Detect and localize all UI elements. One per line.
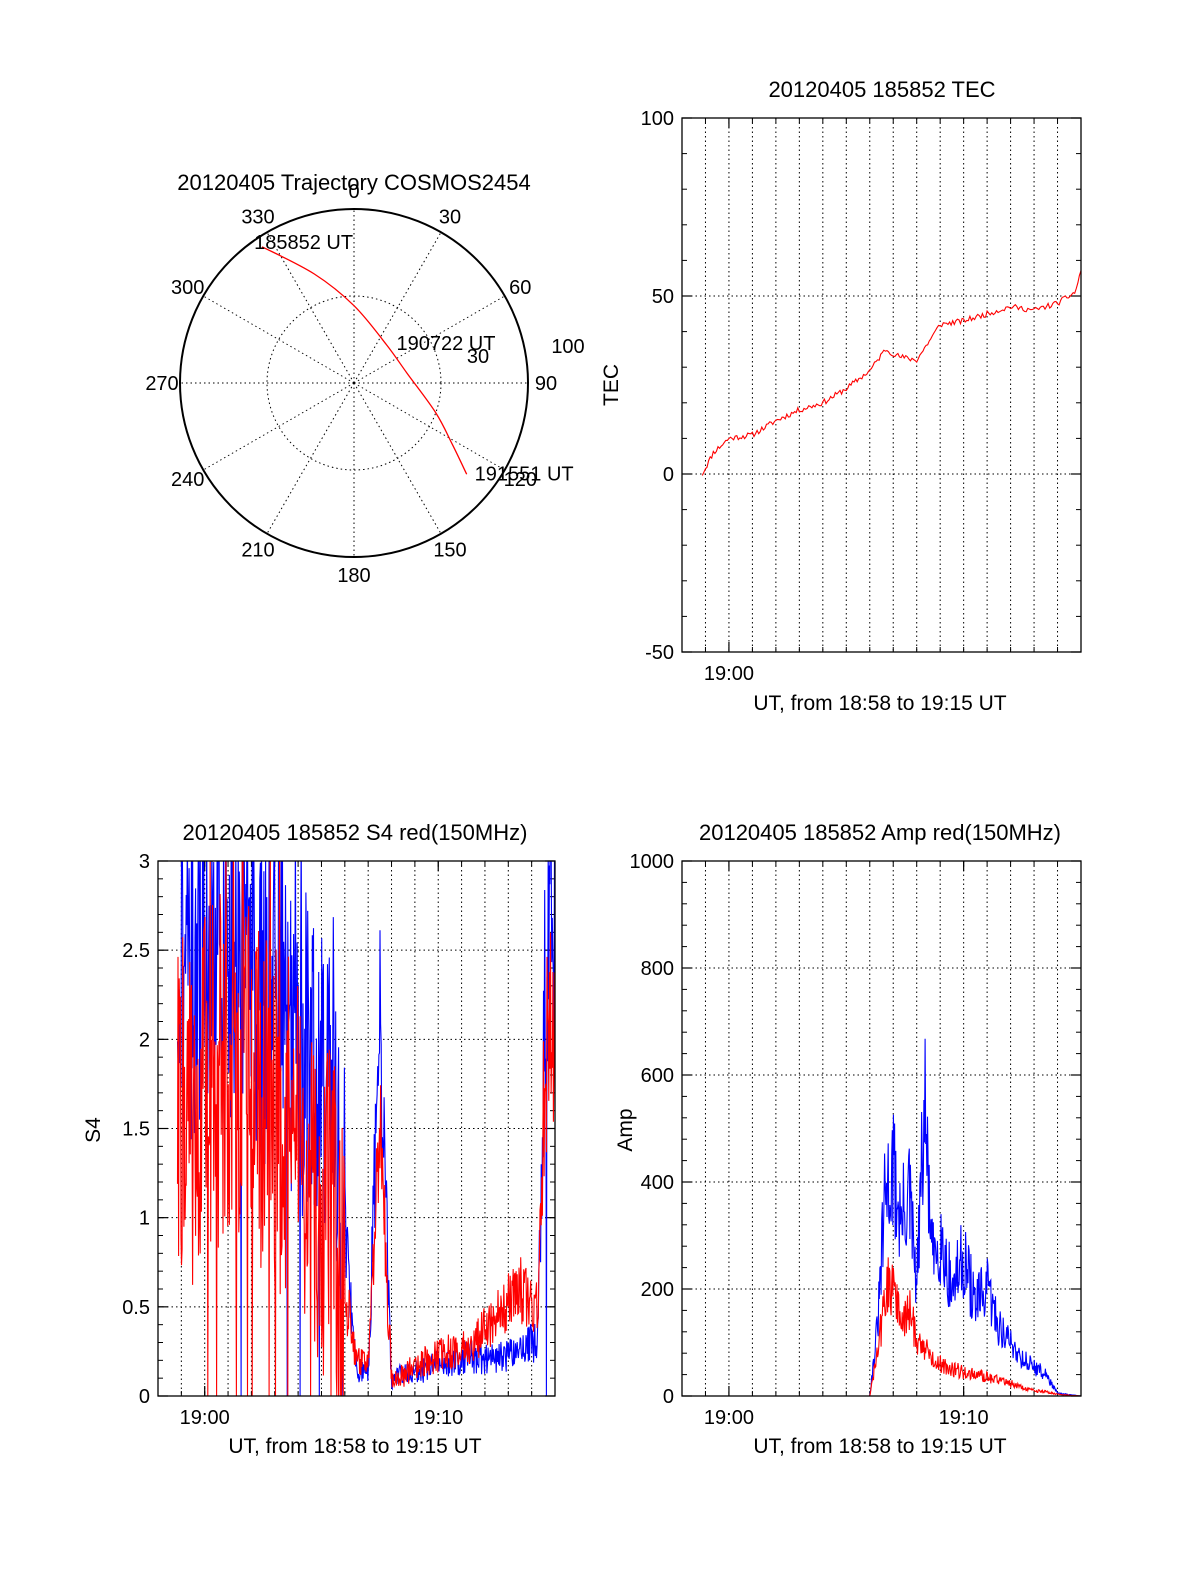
amp-panel: 20120405 185852 Amp red(150MHz) Amp UT, … [614, 820, 1082, 1458]
y-tick-label: 50 [652, 286, 674, 308]
y-tick-label: 1000 [630, 851, 675, 873]
y-tick-label: 1 [139, 1208, 150, 1230]
polar-radial-label: 100 [551, 336, 584, 358]
polar-annotation: 190722 UT [397, 333, 496, 355]
y-tick-label: 2.5 [122, 940, 150, 962]
polar-trajectory [261, 246, 468, 475]
polar-azimuth-label: 210 [241, 539, 274, 561]
y-tick-label: 0 [663, 464, 674, 486]
polar-azimuth-label: 90 [535, 373, 557, 395]
series-group [701, 270, 1081, 476]
y-tick-label: 200 [641, 1279, 674, 1301]
plot-frame [157, 860, 556, 1397]
x-tick-label: 19:00 [704, 663, 754, 685]
amp-ylabel: Amp [614, 1108, 637, 1151]
polar-azimuth-labels: 0 30 60 90 120 150 180 210 240 270 300 330 30 100 [145, 181, 584, 587]
series-line [176, 861, 555, 1396]
y-tick-label: 0.5 [122, 1297, 150, 1319]
y-tick-label: 1.5 [122, 1119, 150, 1141]
polar-spoke [203, 382, 355, 471]
series-line [701, 270, 1081, 476]
series-line [701, 1038, 1081, 1396]
y-tick-label: 600 [641, 1065, 674, 1087]
tec-ylabel: TEC [600, 364, 623, 406]
polar-annotation: 185852 UT [254, 232, 353, 254]
x-tick-label: 19:00 [180, 1407, 230, 1429]
polar-azimuth-label: 120 [504, 469, 537, 491]
x-tick-label: 19:10 [939, 1407, 989, 1429]
s4-ylabel: S4 [82, 1117, 105, 1143]
y-tick-label: 2 [139, 1029, 150, 1051]
s4-xlabel: UT, from 18:58 to 19:15 UT [228, 1435, 481, 1458]
polar-azimuth-label: 0 [348, 181, 359, 203]
amp-title: 20120405 185852 Amp red(150MHz) [699, 820, 1061, 845]
polar-azimuth-label: 150 [433, 539, 466, 561]
y-tick-label: 400 [641, 1172, 674, 1194]
polar-azimuth-label: 330 [241, 207, 274, 229]
series-group [176, 861, 555, 1396]
polar-spoke [353, 382, 505, 471]
polar-spoke [266, 232, 355, 384]
tec-panel: 20120405 185852 TEC TEC UT, from 18:58 t… [600, 77, 1082, 715]
y-tick-label: 0 [663, 1386, 674, 1408]
y-tick-label: -50 [645, 642, 674, 664]
polar-spoke [203, 295, 355, 384]
y-tick-label: 3 [139, 851, 150, 873]
polar-title: 20120405 Trajectory COSMOS2454 [177, 170, 530, 195]
polar-azimuth-label: 60 [509, 277, 531, 299]
plot-frame [681, 860, 1082, 1397]
y-tick-label: 0 [139, 1386, 150, 1408]
s4-title: 20120405 185852 S4 red(150MHz) [183, 820, 528, 845]
plot-frame [681, 117, 1082, 653]
polar-azimuth-label: 270 [145, 373, 178, 395]
polar-outer-circle [179, 208, 529, 558]
polar-azimuth-label: 180 [337, 565, 370, 587]
polar-annotations: 185852 UT 190722 UT 191551 UT [254, 232, 574, 485]
series-line [701, 1257, 1081, 1396]
tec-title: 20120405 185852 TEC [768, 77, 995, 102]
polar-azimuth-label: 240 [171, 469, 204, 491]
polar-spoke [353, 382, 442, 534]
series-group [701, 1038, 1081, 1396]
polar-azimuth-label: 300 [171, 277, 204, 299]
y-tick-label: 100 [641, 108, 674, 130]
polar-spoke [353, 295, 505, 384]
polar-spoke [353, 232, 442, 384]
polar-azimuth-label: 30 [439, 207, 461, 229]
trajectory-polar-panel: 20120405 Trajectory COSMOS2454 0 30 60 90 12… [145, 170, 584, 587]
polar-grid [179, 208, 529, 558]
x-tick-label: 19:10 [413, 1407, 463, 1429]
polar-radial-label: 30 [467, 346, 489, 368]
trajectory-line [261, 246, 468, 475]
y-tick-label: 800 [641, 958, 674, 980]
polar-annotation: 191551 UT [475, 463, 574, 485]
s4-panel: 20120405 185852 S4 red(150MHz) S4 UT, fr… [82, 820, 556, 1458]
polar-spoke [266, 382, 355, 534]
tec-xlabel: UT, from 18:58 to 19:15 UT [753, 692, 1006, 715]
amp-xlabel: UT, from 18:58 to 19:15 UT [753, 1435, 1006, 1458]
x-tick-label: 19:00 [704, 1407, 754, 1429]
